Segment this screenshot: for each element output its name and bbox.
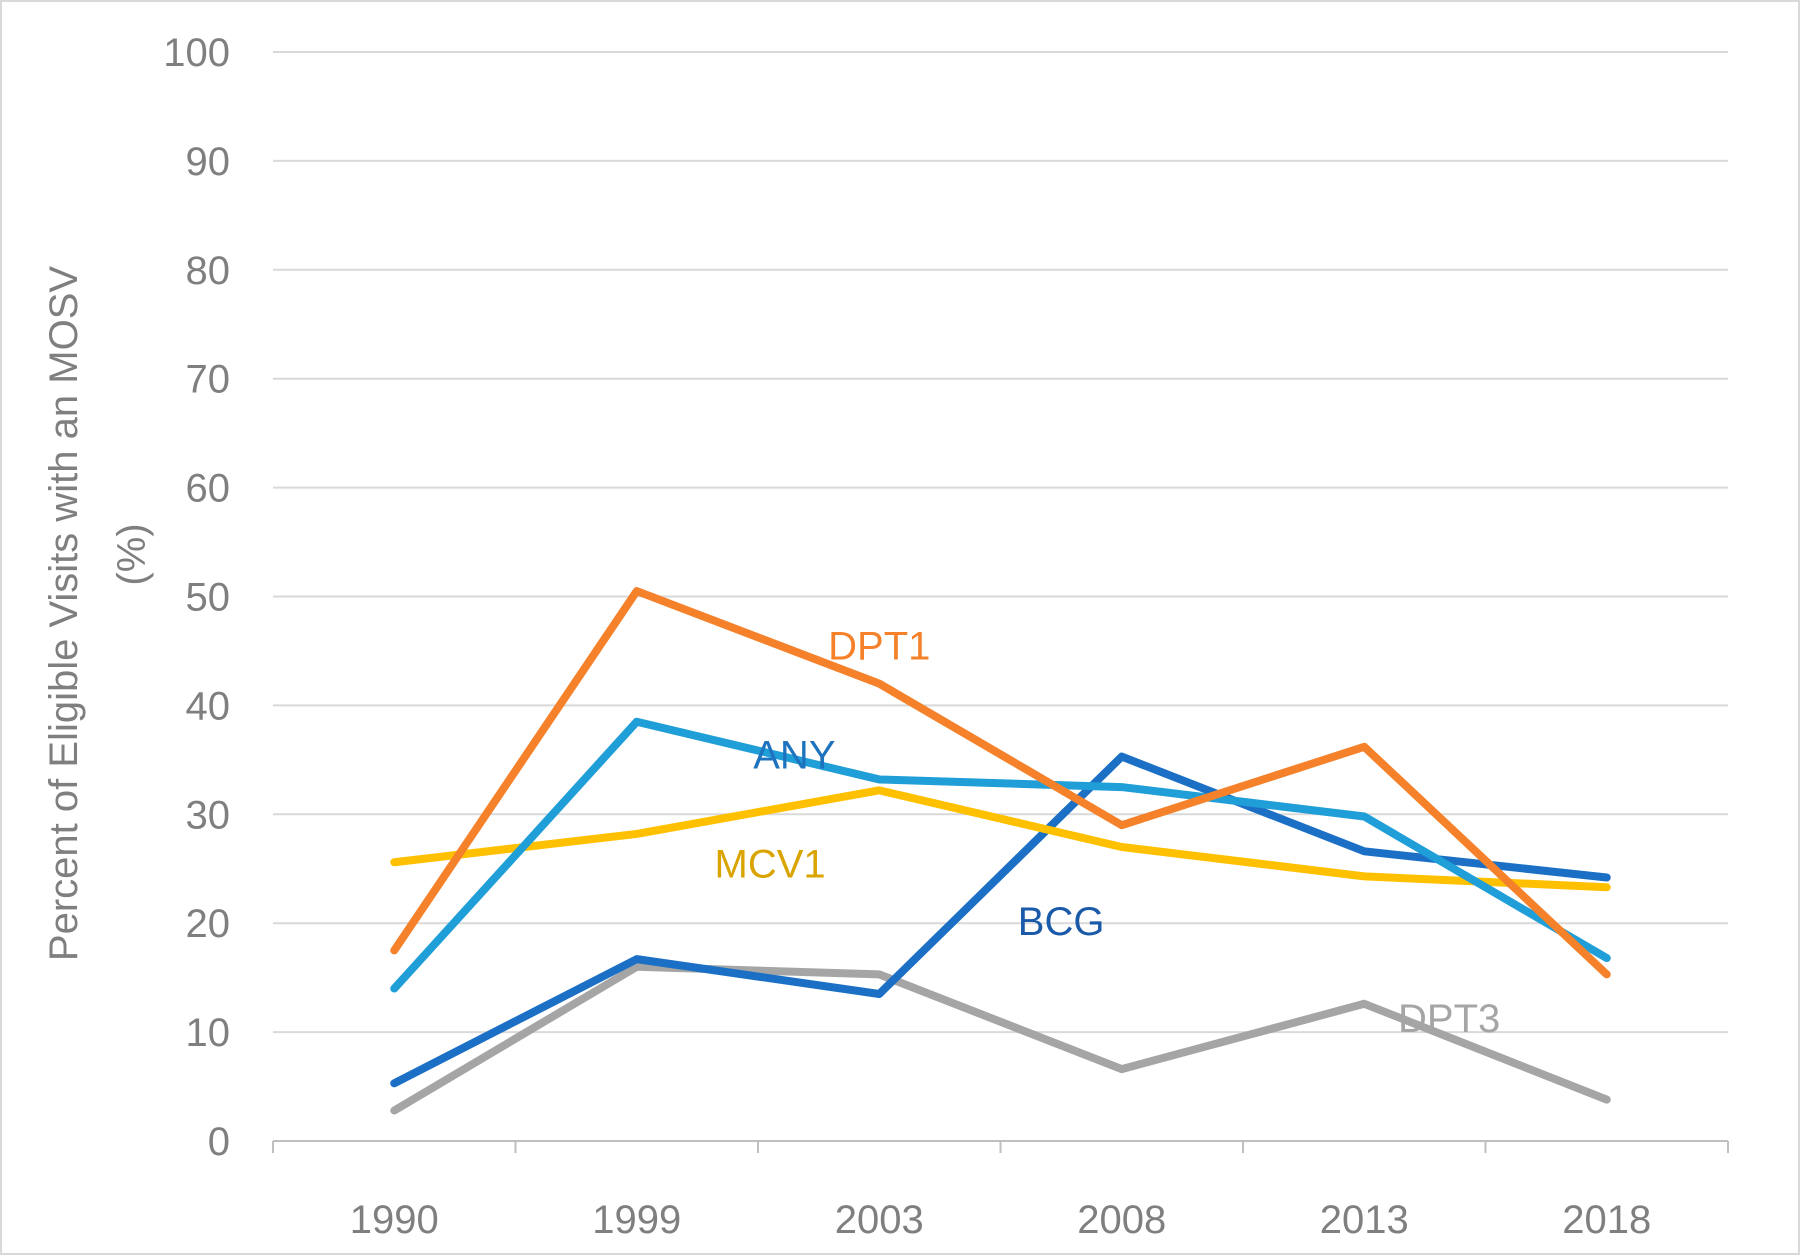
series-line-mcv1 — [390, 786, 1611, 892]
y-tick-label: 90 — [186, 140, 231, 184]
x-tick-label: 2008 — [1077, 1198, 1166, 1242]
x-tick-label: 1999 — [592, 1198, 681, 1242]
y-axis-tick-labels: 0 10 20 30 40 50 60 70 80 90 100 — [163, 31, 230, 1164]
y-tick-label: 70 — [186, 358, 231, 402]
y-tick-label: 50 — [186, 576, 231, 620]
series-line-bcg — [390, 752, 1611, 1088]
series-labels: DPT1 ANY MCV1 BCG DPT3 — [715, 625, 1501, 1041]
x-tick-label: 2003 — [835, 1198, 924, 1242]
y-tick-label: 30 — [186, 793, 231, 837]
y-tick-label: 60 — [186, 467, 231, 511]
y-tick-label: 10 — [186, 1011, 231, 1055]
series-line-any — [390, 717, 1611, 993]
series-label-dpt1: DPT1 — [828, 625, 930, 669]
y-axis-title-unit: (%) — [110, 523, 154, 585]
gridlines — [273, 51, 1728, 1034]
series-lines — [390, 587, 1611, 1115]
series-label-mcv1: MCV1 — [715, 842, 826, 886]
series-label-dpt3: DPT3 — [1398, 997, 1500, 1041]
series-line-dpt1 — [390, 587, 1611, 979]
x-tick-label: 2018 — [1562, 1198, 1651, 1242]
y-tick-label: 0 — [208, 1120, 230, 1164]
x-tick-label: 2013 — [1320, 1198, 1409, 1242]
y-tick-label: 40 — [186, 684, 231, 728]
x-axis-tick-labels: 1990 1999 2003 2008 2013 2018 — [350, 1198, 1651, 1242]
y-tick-label: 80 — [186, 249, 231, 293]
series-label-any: ANY — [753, 733, 835, 777]
series-label-bcg: BCG — [1018, 900, 1105, 944]
y-tick-label: 20 — [186, 902, 231, 946]
x-axis — [272, 1140, 1729, 1153]
x-tick-label: 1990 — [350, 1198, 439, 1242]
y-axis-title: Percent of Eligible Visits with an MOSV — [42, 266, 86, 961]
series-line-dpt3 — [390, 962, 1611, 1115]
y-tick-label: 100 — [163, 31, 230, 75]
